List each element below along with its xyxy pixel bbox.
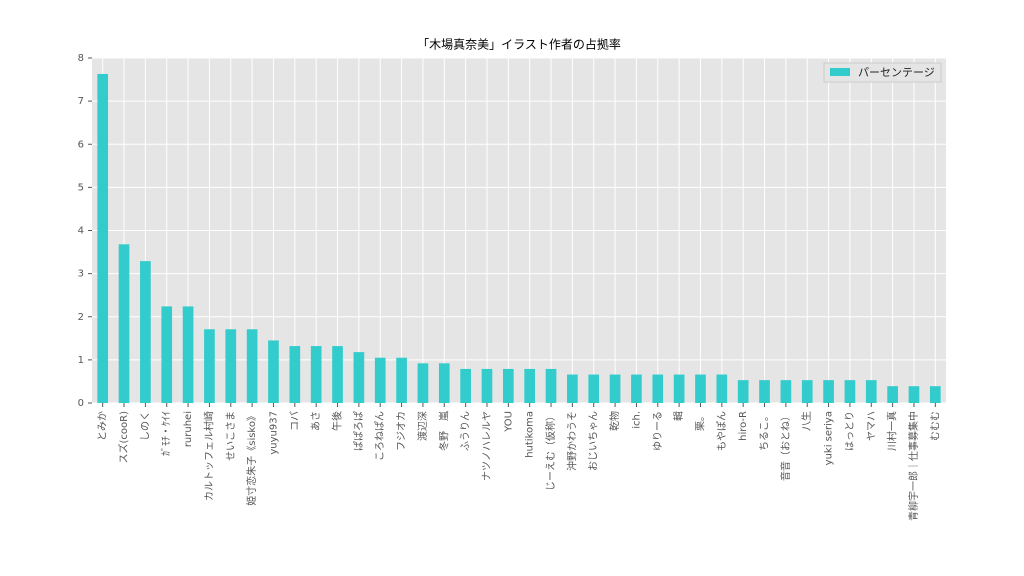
x-tick-label: ふうりん — [460, 411, 472, 451]
bar — [161, 306, 173, 403]
x-tick-label: 冬野 嵐 — [437, 411, 450, 451]
bar — [310, 346, 322, 403]
y-tick-label: 0 — [78, 398, 84, 409]
bar — [716, 374, 728, 403]
x-tick-label: フジオカ — [396, 411, 408, 451]
bar — [97, 73, 109, 404]
y-tick-label: 3 — [78, 269, 84, 280]
bar — [908, 386, 920, 403]
x-tick-label: 午後 — [331, 411, 344, 431]
bar — [374, 357, 386, 403]
x-tick-label: しのく — [139, 411, 151, 441]
chart-title: 「木場真奈美」イラスト作者の占拠率 — [417, 37, 621, 52]
x-tick-label: 青柳宇一郎｜仕事募集中 — [907, 411, 920, 521]
x-tick-label: 乾物 — [608, 411, 621, 431]
bar — [524, 368, 536, 403]
bar — [481, 368, 493, 403]
bar — [204, 329, 215, 403]
x-tick-label: 渡辺深 — [416, 411, 429, 441]
bar — [652, 374, 664, 403]
bar — [268, 340, 279, 403]
x-tick-label: 沖野かわうそ — [565, 411, 578, 471]
x-tick-label: 輯 — [673, 411, 685, 421]
bar — [289, 346, 301, 403]
bar — [588, 374, 600, 403]
bar — [545, 368, 557, 403]
bar — [887, 386, 898, 403]
y-tick-label: 6 — [78, 139, 84, 150]
bar — [609, 374, 621, 403]
x-tick-label: hiro-R — [738, 411, 749, 441]
x-tick-label: hutikoma — [525, 411, 536, 458]
x-tick-label: 音音（おとね） — [779, 411, 792, 481]
x-tick-label: 栗。 — [694, 411, 706, 431]
bar — [673, 374, 685, 403]
bar — [567, 374, 578, 403]
x-tick-label: コバ — [289, 411, 301, 431]
bar — [865, 380, 877, 403]
bar — [695, 374, 706, 403]
bar — [246, 329, 258, 403]
y-tick-label: 1 — [78, 355, 84, 366]
bar — [801, 380, 813, 403]
bar — [182, 306, 194, 403]
bar — [332, 346, 343, 403]
bar — [140, 261, 151, 403]
x-tick-label: 八生 — [800, 411, 813, 431]
bar — [759, 380, 770, 403]
bar — [353, 352, 365, 403]
bar — [225, 329, 237, 403]
x-tick-label: ｶﾞﾓﾁ・ｹｲｲ — [161, 411, 173, 456]
y-tick-label: 5 — [78, 182, 84, 193]
bar — [502, 368, 514, 403]
x-tick-label: おじいちゃん — [588, 411, 600, 471]
x-tick-label: yuki seriya — [824, 411, 835, 465]
bar — [396, 357, 407, 403]
x-tick-label: ruruhei — [183, 411, 194, 447]
bar — [823, 380, 834, 403]
x-tick-label: もやぽん — [716, 411, 728, 451]
bar — [460, 368, 471, 403]
x-tick-label: じーえむ（仮称） — [544, 411, 557, 491]
x-tick-label: ちるこ。 — [759, 411, 771, 451]
x-tick-label: 川村一真 — [886, 411, 899, 451]
x-tick-label: せいこさま — [225, 411, 237, 461]
x-tick-label: とみか — [97, 411, 109, 441]
bar — [780, 380, 792, 403]
legend-text: パーセンテージ — [858, 66, 935, 79]
y-tick-label: 7 — [78, 96, 84, 107]
x-tick-label: ナツノハレルヤ — [481, 411, 493, 481]
x-tick-label: カルトッフェル村崎 — [202, 411, 215, 501]
x-tick-label: スズ(cooR) — [117, 411, 130, 464]
x-tick-label: YOU — [503, 411, 514, 433]
x-tick-label: むむむ — [929, 411, 941, 441]
x-tick-label: ヤマハ — [866, 411, 877, 441]
y-tick-label: 8 — [78, 53, 84, 64]
bar — [737, 380, 749, 403]
bar — [118, 244, 130, 403]
legend-box — [823, 62, 942, 83]
bar — [438, 363, 450, 403]
x-tick-label: ぱぱろぱ — [353, 411, 365, 451]
y-tick-label: 4 — [78, 226, 84, 237]
x-tick-label: 姫寸恋朱子《sisko》 — [245, 411, 258, 506]
bar — [844, 380, 856, 403]
x-tick-label: ich. — [631, 411, 642, 429]
bar — [929, 386, 941, 403]
bar — [631, 374, 642, 403]
x-tick-label: yuyu937 — [268, 411, 279, 455]
y-tick-label: 2 — [78, 312, 84, 323]
x-tick-label: はっとり — [844, 411, 856, 451]
x-tick-label: ゆりーる — [652, 411, 664, 451]
bar — [417, 363, 429, 403]
x-tick-label: あさ — [310, 411, 322, 431]
x-tick-label: ころねぱん — [374, 411, 386, 461]
legend-swatch — [830, 68, 850, 76]
